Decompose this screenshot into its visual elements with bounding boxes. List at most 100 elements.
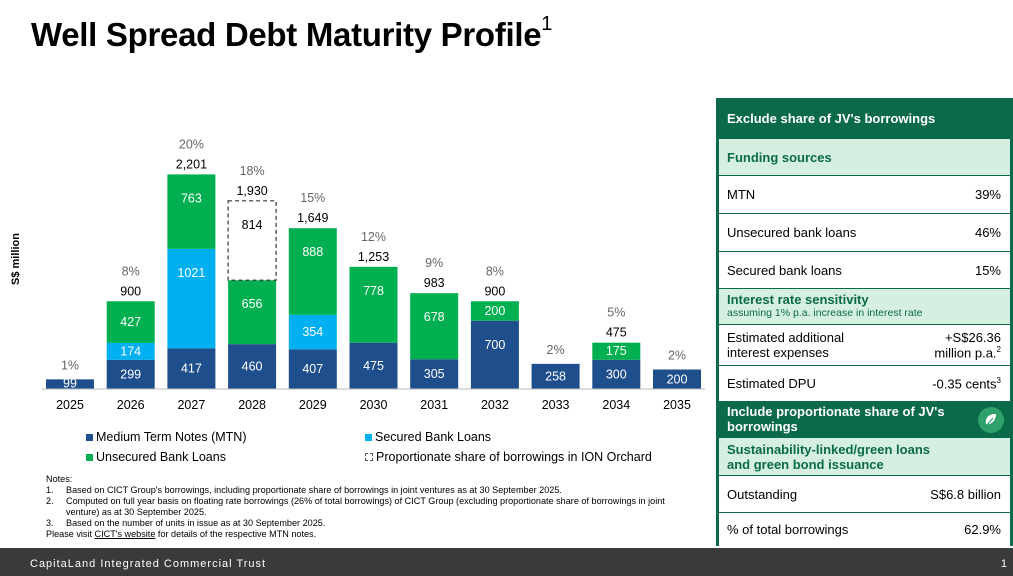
x-tick-2033: 2033 [542,398,570,412]
bar-2034-s0 [592,359,641,389]
bar-label-2027-s1: 1021 [177,266,205,280]
bar-2031-s0 [410,359,459,389]
outstanding-row: Outstanding S$6.8 billion [719,475,1010,512]
pct-label-2034: 5% [607,306,625,320]
bar-label-2033-s0: 258 [545,369,566,383]
bar-2030-s2 [349,266,398,343]
legend-swatch-secured [365,433,372,441]
bar-label-2032-s2: 200 [484,304,505,318]
bar-2032-s0 [470,320,519,389]
x-tick-2029: 2029 [299,398,327,412]
total-label-2029: 1,649 [297,211,328,225]
bar-2029-s2 [288,228,337,315]
maturity-chart: S$ million 99 1% 2025 299 174 427 900 8% 2026 417 1… [10,137,705,412]
bar-label-2029-s1: 354 [302,325,323,339]
total-label-2026: 900 [120,284,141,298]
pct-label-2033: 2% [547,343,565,357]
leaf-icon [978,407,1004,433]
legend-swatch-mtn [86,433,93,441]
footer-brand: CapitaLand Integrated Commercial Trust [30,558,267,570]
note-2: 2. Computed on full year basis on floatin… [46,496,665,517]
funding-row-mtn: MTN 39% [719,175,1010,213]
bar-2031-s2 [410,293,459,360]
bar-label-2028-s2: 656 [242,297,263,311]
bar-label-2026-s0: 299 [120,367,141,381]
bar-2034-s2 [592,342,641,360]
bar-label-2027-s0: 417 [181,362,202,376]
legend-swatch-unsecured [86,453,93,461]
legend-ion: Proportionate share of borrowings in ION… [365,450,652,464]
bar-label-2029-s0: 407 [302,362,323,376]
x-tick-2034: 2034 [602,398,630,412]
dpu-row: Estimated DPU -0.35 cents3 [719,365,1010,401]
footer: CapitaLand Integrated Commercial Trust 1 [0,548,1013,576]
bar-label-2026-s1: 174 [120,344,141,358]
bar-2029-s0 [288,349,337,389]
funding-sources-header: Funding sources [719,138,1010,175]
bar-2028-s2 [228,280,277,345]
bar-2026-s0 [106,359,155,389]
notes-heading: Notes: [46,474,73,484]
funding-panel: Exclude share of JV's borrowings Funding… [716,98,1013,546]
note-3: 3. Based on the number of units in issue … [46,518,326,528]
bar-label-2031-s2: 678 [424,310,445,324]
funding-row-secured: Secured bank loans 15% [719,251,1010,288]
cict-website-link[interactable]: CICT's website [94,529,156,539]
total-label-2032: 900 [484,284,505,298]
bar-label-2025-s0: 99 [63,377,77,391]
x-tick-2035: 2035 [663,398,691,412]
total-label-2027: 2,201 [176,157,207,171]
page-title: Well Spread Debt Maturity Profile1 [31,13,553,53]
bar-2035-s0 [653,369,701,389]
interest-expense-row: Estimated additional interest expenses +S… [719,324,1010,365]
bar-label-2031-s0: 305 [424,367,445,381]
interest-sensitivity-header: Interest rate sensitivity assuming 1% p.a… [719,288,1010,324]
bar-label-2030-s0: 475 [363,359,384,373]
bar-2032-s2 [470,301,519,321]
total-label-2031: 983 [424,276,445,290]
bar-2028-s3 [227,200,277,281]
pct-label-2035: 2% [668,349,686,363]
x-tick-2026: 2026 [117,398,145,412]
pct-label-2029: 15% [300,191,325,205]
x-tick-2025: 2025 [56,398,84,412]
legend-swatch-ion [365,453,373,461]
bar-2027-s2 [167,174,216,249]
pct-label-2026: 8% [122,264,140,278]
bar-2028-s0 [228,344,277,389]
bar-2026-s2 [106,301,155,343]
legend-unsecured: Unsecured Bank Loans [86,450,226,464]
bar-2026-s1 [106,342,155,360]
page-number: 1 [1000,558,1007,570]
bar-2027-s1 [167,248,216,349]
bar-label-2034-s2: 175 [606,344,627,358]
x-tick-2028: 2028 [238,398,266,412]
x-tick-2032: 2032 [481,398,509,412]
bar-2027-s0 [167,348,216,389]
total-label-2034: 475 [606,326,627,340]
notes-visit: Please visit CICT's website for details … [46,529,317,539]
legend-secured: Secured Bank Loans [365,430,491,444]
legend-mtn: Medium Term Notes (MTN) [86,430,246,444]
bar-label-2032-s0: 700 [484,338,505,352]
pct-label-2030: 12% [361,230,386,244]
funding-row-unsecured: Unsecured bank loans 46% [719,213,1010,251]
exclude-jv-header: Exclude share of JV's borrowings [719,98,1010,138]
x-tick-2027: 2027 [177,398,205,412]
bar-2030-s0 [349,342,398,389]
bar-label-2034-s0: 300 [606,367,627,381]
bar-label-2030-s2: 778 [363,284,384,298]
green-loans-header: Sustainability-linked/green loans and gre… [719,437,1010,475]
x-tick-2030: 2030 [360,398,388,412]
x-tick-2031: 2031 [420,398,448,412]
pct-label-2028: 18% [240,164,265,178]
bar-label-2035-s0: 200 [667,372,688,386]
pct-label-2031: 9% [425,256,443,270]
note-1: 1. Based on CICT Group's borrowings, incl… [46,485,562,495]
bar-2025-s0 [46,379,94,389]
bar-2033-s0 [531,363,580,389]
total-label-2028: 1,930 [236,184,267,198]
total-label-2030: 1,253 [358,250,389,264]
bar-2029-s1 [288,314,337,350]
y-axis-label: S$ million [10,233,22,285]
